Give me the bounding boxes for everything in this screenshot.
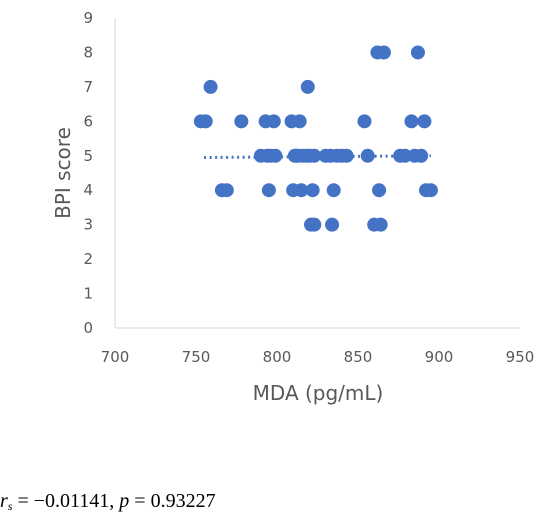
data-point (410, 45, 425, 60)
data-point (234, 114, 249, 129)
data-point (360, 148, 375, 163)
data-point (423, 183, 438, 198)
x-tick-label: 950 (506, 348, 535, 366)
y-tick-label: 0 (83, 319, 93, 337)
data-point (404, 114, 419, 129)
data-point (372, 183, 387, 198)
y-tick-label: 1 (83, 285, 93, 303)
y-tick-labels: 0 1 2 3 4 5 6 7 8 9 (83, 9, 93, 337)
data-point (198, 114, 213, 129)
data-point (300, 79, 315, 94)
x-tick-label: 700 (101, 348, 130, 366)
x-tick-labels: 700 750 800 850 900 950 (101, 348, 535, 366)
data-point (294, 183, 309, 198)
data-point (376, 45, 391, 60)
data-point (339, 148, 354, 163)
x-tick-label: 900 (425, 348, 454, 366)
data-point (357, 114, 372, 129)
r-subscript: s (7, 499, 13, 513)
y-tick-label: 6 (83, 112, 93, 130)
data-point (325, 217, 340, 232)
data-point (417, 114, 432, 129)
y-axis-title: BPI score (51, 127, 75, 219)
data-point (326, 183, 341, 198)
y-tick-label: 8 (83, 43, 93, 61)
data-point (266, 114, 281, 129)
data-point (414, 148, 429, 163)
data-point (219, 183, 234, 198)
x-axis-title: MDA (pg/mL) (253, 381, 384, 405)
x-tick-label: 750 (182, 348, 211, 366)
data-point (373, 217, 388, 232)
x-tick-label: 850 (344, 348, 373, 366)
y-tick-label: 7 (83, 78, 93, 96)
scatter-chart: 0 1 2 3 4 5 6 7 8 9 700 750 800 850 900 950 MDA (pg/mL… (51, 9, 535, 405)
data-point (307, 148, 322, 163)
x-tick-label: 800 (263, 348, 292, 366)
p-symbol: p (119, 490, 130, 512)
data-point (203, 79, 218, 94)
y-tick-label: 2 (83, 250, 93, 268)
data-point (305, 183, 320, 198)
data-point (261, 183, 276, 198)
data-point (268, 148, 283, 163)
y-tick-label: 5 (83, 147, 93, 165)
y-tick-label: 9 (83, 9, 93, 27)
data-point (307, 217, 322, 232)
y-tick-label: 4 (83, 181, 93, 199)
data-point (292, 114, 307, 129)
data-point (397, 148, 412, 163)
data-points (193, 45, 438, 232)
p-value: = 0.93227 (129, 490, 216, 512)
y-tick-label: 3 (83, 216, 93, 234)
r-value: = −0.01141, (12, 490, 120, 512)
correlation-statistics: rs = −0.01141, p = 0.93227 (0, 490, 216, 514)
r-symbol: r (0, 490, 8, 512)
